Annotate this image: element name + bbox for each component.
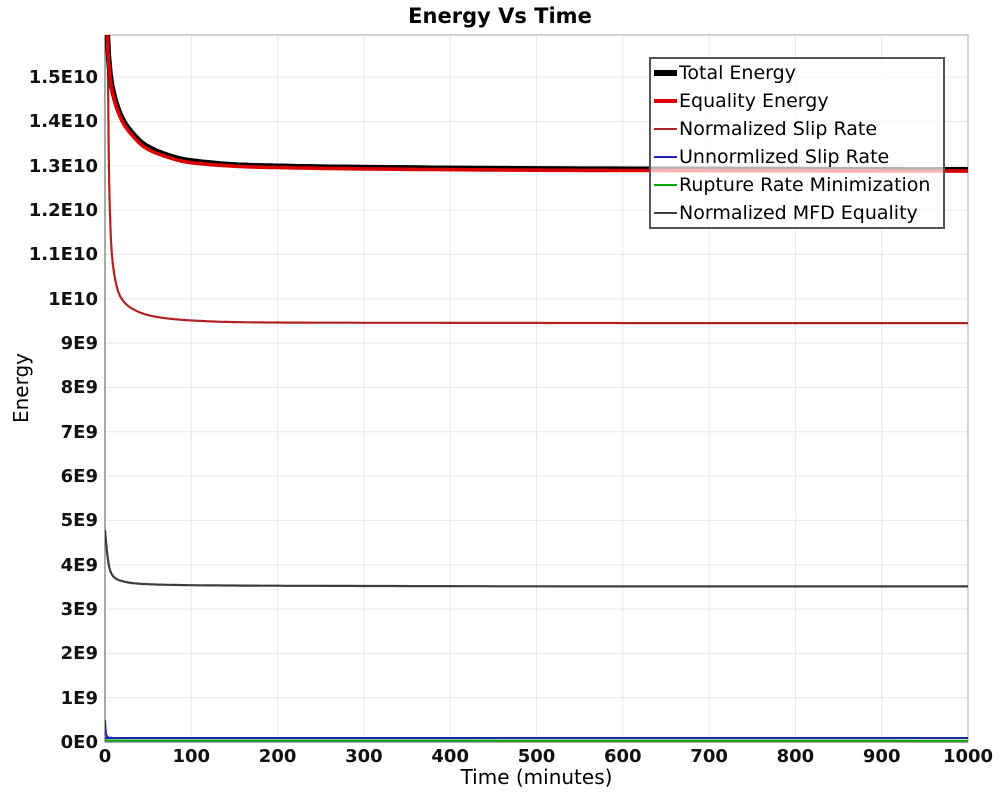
y-tick-label: 7E9 <box>60 421 98 443</box>
legend-swatch <box>654 70 677 76</box>
y-tick-label: 3E9 <box>60 599 98 621</box>
legend-label: Normalized Slip Rate <box>679 118 878 140</box>
y-tick-label: 0E0 <box>60 732 98 753</box>
legend: Total Energy Equality Energy Normalized Sl… <box>649 57 945 229</box>
y-tick-label: 4E9 <box>60 554 98 576</box>
legend-swatch <box>654 156 677 158</box>
x-tick-label: 700 <box>690 746 728 767</box>
legend-label: Normalized MFD Equality <box>679 202 918 224</box>
y-tick-label: 1E10 <box>48 288 98 310</box>
x-tick-label: 0 <box>98 746 112 767</box>
legend-swatch <box>654 184 677 186</box>
y-tick-label: 1.2E10 <box>28 200 98 222</box>
y-tick-label: 1.4E10 <box>28 111 98 133</box>
x-tick-label: 300 <box>345 746 383 767</box>
series-line-normalized-mfd-equality <box>105 529 968 588</box>
x-tick-label: 500 <box>517 746 556 767</box>
x-tick-label: 900 <box>862 746 901 767</box>
y-tick-label: 5E9 <box>60 510 98 532</box>
legend-label: Rupture Rate Minimization <box>679 174 931 196</box>
y-tick-label: 1.3E10 <box>28 155 98 177</box>
legend-item-total-energy: Total Energy <box>651 59 943 87</box>
series-lines <box>105 35 968 742</box>
y-tick-label: 2E9 <box>60 643 98 665</box>
series-line-equality-energy <box>105 35 968 173</box>
x-tick-label: 200 <box>258 746 297 767</box>
y-tick-label: 6E9 <box>60 466 98 488</box>
legend-swatch <box>654 99 677 103</box>
x-tick-label: 1000 <box>942 746 994 767</box>
legend-item-normalized-mfd-equality: Normalized MFD Equality <box>651 199 943 227</box>
legend-item-equality-energy: Equality Energy <box>651 87 943 115</box>
y-tick-label: 8E9 <box>60 377 98 399</box>
legend-item-unnormlized-slip-rate: Unnormlized Slip Rate <box>651 143 943 171</box>
x-tick-label: 800 <box>776 746 815 767</box>
y-tick-label: 1E9 <box>60 687 98 709</box>
chart-title: Energy Vs Time <box>408 4 592 28</box>
y-tick-label: 1.1E10 <box>28 244 98 266</box>
legend-swatch <box>654 212 677 214</box>
x-tick-label: 600 <box>604 746 642 767</box>
legend-label: Total Energy <box>679 62 796 84</box>
x-axis-title: Time (minutes) <box>460 765 613 789</box>
y-tick-label: 1.5E10 <box>28 67 98 89</box>
legend-item-rupture-rate-minimization: Rupture Rate Minimization <box>651 171 943 199</box>
legend-swatch <box>654 128 677 130</box>
legend-label: Unnormlized Slip Rate <box>679 146 890 168</box>
y-tick-label: 9E9 <box>60 333 98 355</box>
x-tick-label: 400 <box>431 746 469 767</box>
series-line-unnormlized-slip-rate <box>105 719 968 739</box>
legend-label: Equality Energy <box>679 90 829 112</box>
series-line-normalized-slip-rate <box>106 35 968 325</box>
legend-item-normalized-slip-rate: Normalized Slip Rate <box>651 115 943 143</box>
x-tick-label: 100 <box>172 746 211 767</box>
